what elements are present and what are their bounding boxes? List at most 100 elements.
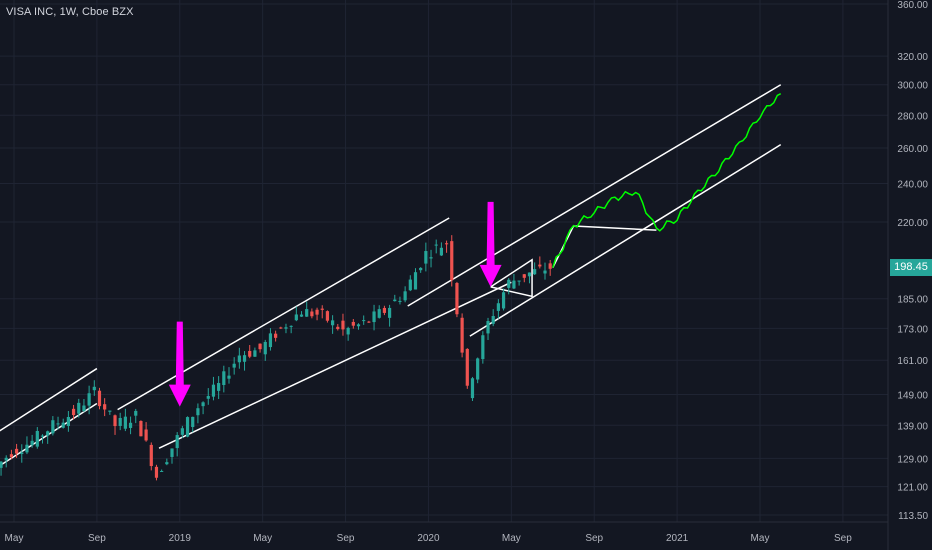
candle-body — [4, 457, 8, 461]
candle-body — [346, 327, 350, 335]
candle-body — [481, 335, 485, 360]
candle-body — [507, 279, 511, 288]
candle-body — [486, 321, 490, 334]
candle-body — [315, 309, 319, 315]
candles — [0, 235, 552, 481]
candle-body — [268, 333, 273, 348]
candle-body — [61, 422, 65, 428]
candle-body — [144, 429, 148, 441]
candle-body — [284, 327, 288, 329]
candle-body — [543, 270, 547, 274]
y-tick-label: 220.00 — [897, 218, 928, 229]
candle-body — [56, 423, 60, 425]
arrow-annotations — [168, 201, 502, 407]
y-tick-label: 185.00 — [897, 295, 928, 306]
candle-body — [180, 428, 184, 435]
candle-body — [460, 317, 464, 353]
candle-body — [237, 355, 241, 363]
x-tick-label: Sep — [337, 533, 355, 544]
channel-line — [469, 144, 782, 337]
y-tick-label: 161.00 — [897, 356, 928, 367]
candle-body — [196, 408, 200, 416]
y-tick-label: 280.00 — [897, 111, 928, 122]
candle-body — [393, 299, 397, 302]
candle-body — [367, 321, 371, 323]
x-tick-label: May — [253, 533, 272, 544]
channel-lines — [0, 84, 782, 467]
candle-body — [299, 314, 304, 317]
candle-body — [294, 314, 298, 321]
y-tick-label: 360.00 — [897, 0, 928, 11]
candle-body — [470, 378, 475, 399]
candle-body — [450, 241, 454, 281]
y-tick-label: 260.00 — [897, 144, 928, 155]
channel-line — [0, 367, 98, 432]
candle-body — [325, 311, 330, 321]
candle-body — [51, 420, 55, 434]
candle-body — [424, 251, 428, 264]
candle-body — [274, 333, 278, 338]
candle-body — [77, 402, 81, 414]
candle-body — [331, 320, 335, 326]
y-tick-label: 129.00 — [897, 454, 928, 465]
candle-body — [206, 396, 210, 399]
time-axis[interactable]: May Sep 2019 May Sep 2020 May Sep 2021 May Sep — [0, 521, 888, 544]
candle-body — [476, 358, 480, 380]
y-tick-label: 139.00 — [897, 421, 928, 432]
candle-body — [533, 269, 537, 275]
channel-line — [573, 225, 657, 231]
candle-body — [118, 417, 122, 426]
candle-body — [538, 264, 542, 267]
channel-line — [0, 402, 98, 467]
candle-body — [444, 243, 449, 245]
candle-body — [154, 466, 159, 478]
candle-body — [279, 327, 283, 329]
candle-body — [356, 324, 361, 327]
candle-body — [191, 416, 195, 427]
x-tick-label: 2021 — [666, 533, 689, 544]
candle-body — [491, 316, 495, 324]
candle-body — [548, 263, 552, 269]
candle-body — [201, 402, 205, 407]
y-tick-label: 173.00 — [897, 324, 928, 335]
projection-path — [552, 92, 782, 268]
candle-body — [40, 435, 45, 437]
last-price-badge: 198.45 — [890, 259, 932, 276]
candle-body — [0, 461, 3, 468]
candle-body — [71, 408, 76, 416]
arrow-down-icon — [168, 321, 191, 407]
candle-body — [20, 452, 24, 455]
candle-body — [66, 416, 70, 427]
candle-body — [97, 390, 102, 407]
candle-body — [87, 393, 91, 406]
x-tick-label: May — [5, 533, 24, 544]
candle-body — [175, 435, 179, 449]
candle-body — [527, 272, 532, 277]
candle-body — [351, 321, 355, 326]
candle-body — [305, 309, 309, 317]
candle-body — [258, 343, 262, 350]
candle-body — [14, 448, 19, 454]
candle-body — [113, 415, 117, 427]
channel-line — [158, 281, 512, 449]
candle-body — [46, 431, 50, 436]
candle-body — [248, 350, 252, 357]
candle-body — [103, 404, 107, 410]
channel-line — [117, 217, 450, 411]
candle-body — [439, 247, 443, 256]
candle-body — [501, 292, 506, 309]
candle-body — [496, 303, 500, 311]
candle-body — [289, 325, 293, 327]
candle-body — [92, 386, 96, 391]
candle-body — [377, 309, 381, 318]
candle-body — [165, 462, 169, 465]
candle-body — [455, 283, 459, 315]
candle-body — [222, 371, 226, 386]
y-tick-label: 121.00 — [897, 483, 928, 494]
x-tick-label: Sep — [585, 533, 603, 544]
candle-body — [512, 280, 516, 289]
chart-title: VISA INC, 1W, Cboe BZX — [6, 6, 134, 18]
candle-body — [403, 291, 407, 301]
candle-body — [134, 410, 138, 416]
